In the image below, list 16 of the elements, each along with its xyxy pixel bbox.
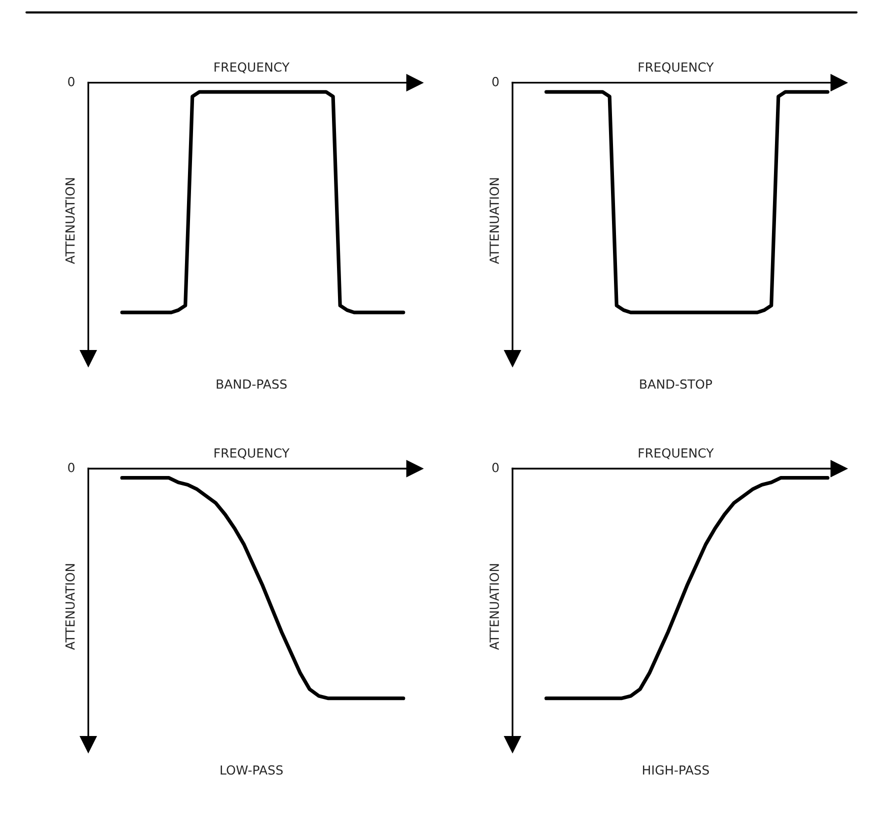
text: 0 bbox=[492, 462, 499, 472]
y-axis-title: ATTENUATION bbox=[490, 564, 499, 650]
x-axis-title: FREQUENCY bbox=[638, 448, 714, 460]
text: 0 bbox=[68, 462, 74, 472]
text: 0 bbox=[492, 76, 499, 86]
text: BAND-PASS bbox=[216, 379, 287, 389]
x-axis-title: FREQUENCY bbox=[214, 62, 290, 74]
text: LOW-PASS bbox=[220, 765, 283, 775]
text: HIGH-PASS bbox=[642, 765, 709, 775]
y-axis-title: ATTENUATION bbox=[65, 564, 75, 650]
text: BAND-STOP bbox=[640, 379, 712, 389]
x-axis-title: FREQUENCY bbox=[214, 448, 290, 460]
y-axis-title: ATTENUATION bbox=[65, 178, 75, 264]
x-axis-title: FREQUENCY bbox=[638, 62, 714, 74]
text: 0 bbox=[68, 76, 74, 86]
y-axis-title: ATTENUATION bbox=[490, 178, 499, 264]
